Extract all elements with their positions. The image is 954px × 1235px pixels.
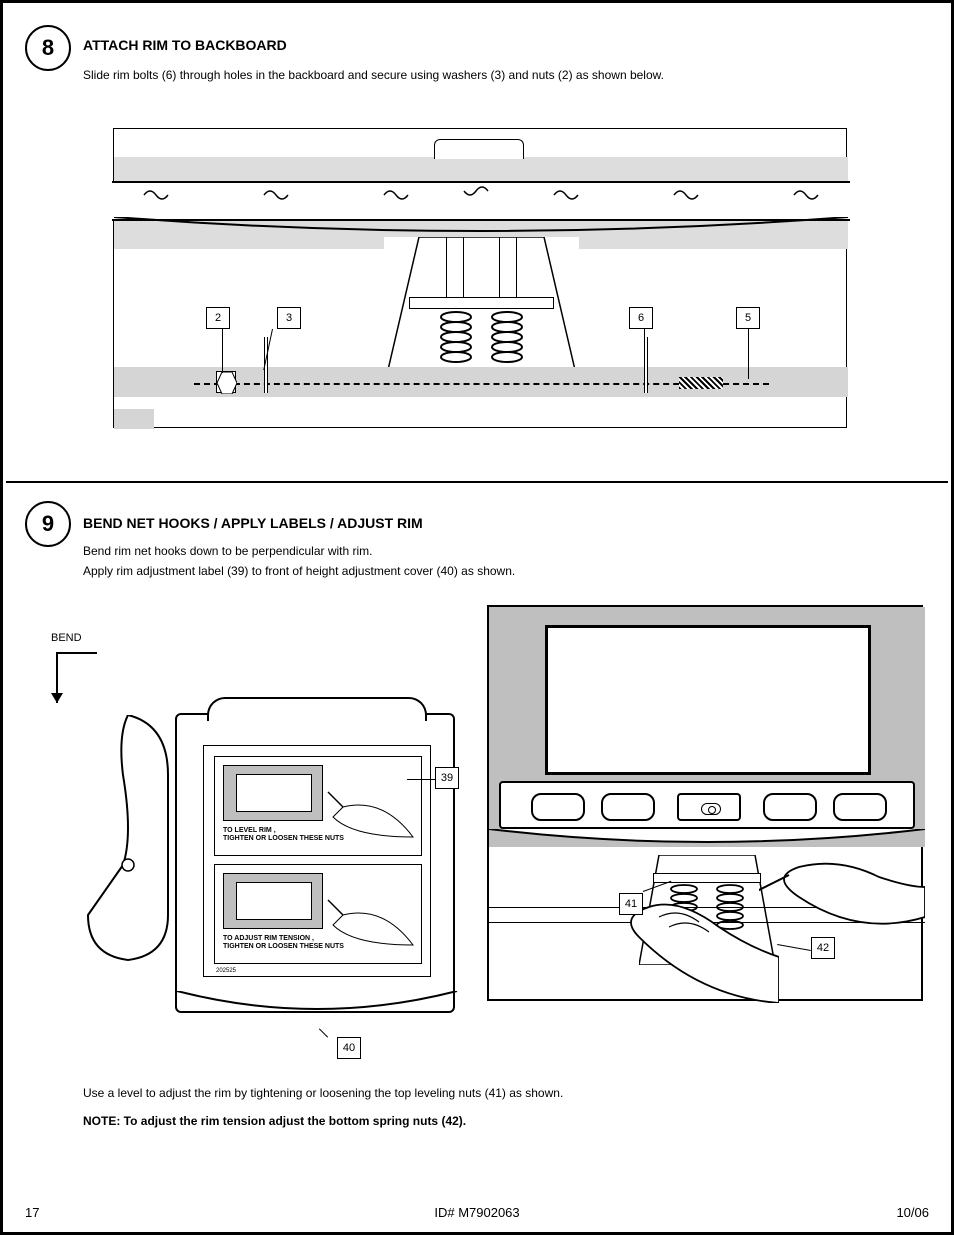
label-6-text: 6	[638, 312, 644, 324]
sticker-top-illus-bg	[223, 765, 323, 821]
sticker-bottom: TO ADJUST RIM TENSION , TIGHTEN OR LOOSE…	[214, 864, 422, 964]
level-hole-3	[763, 793, 817, 821]
right-hand-icon	[759, 857, 925, 947]
label-39: 39	[435, 767, 459, 789]
step-8-title: ATTACH RIM TO BACKBOARD	[83, 37, 287, 53]
leader-39	[407, 779, 435, 780]
level-tool	[499, 781, 915, 829]
bubble-vial	[701, 803, 721, 815]
step-9-text-c: Use a level to adjust the rim by tighten…	[83, 1085, 883, 1101]
bb-inner	[545, 625, 871, 775]
sticker-bot-illus-fg	[236, 882, 312, 920]
hook-illustration	[73, 715, 183, 965]
step-8-figure: 2 3 6 5	[113, 128, 847, 428]
step-9-circle: 9	[25, 501, 71, 547]
top-tab	[434, 139, 524, 159]
step-9-text-a: Bend rim net hooks down to be perpendicu…	[83, 543, 883, 559]
sticker-panel: TO LEVEL RIM , TIGHTEN OR LOOSEN THESE N…	[203, 745, 431, 977]
label-41: 41	[619, 893, 643, 915]
post-right	[499, 237, 517, 297]
step-8-number: 8	[42, 35, 54, 61]
left-hand-icon	[579, 897, 779, 1003]
thread-hatch	[679, 377, 723, 389]
cover-bottom-lip	[175, 991, 459, 1031]
leader-2	[222, 329, 223, 373]
label-41-text: 41	[625, 898, 637, 910]
sticker-top-illus-fg	[236, 774, 312, 812]
step-9-text-d: NOTE: To adjust the rim tension adjust t…	[83, 1113, 883, 1129]
spring-left	[439, 311, 473, 367]
step-9-text-b: Apply rim adjustment label (39) to front…	[83, 563, 883, 579]
cross-bar	[409, 297, 554, 309]
sticker-top: TO LEVEL RIM , TIGHTEN OR LOOSEN THESE N…	[214, 756, 422, 856]
step-8-text: Slide rim bolts (6) through holes in the…	[83, 67, 883, 83]
label-2: 2	[206, 307, 230, 329]
label-6: 6	[629, 307, 653, 329]
page-frame: 8 ATTACH RIM TO BACKBOARD Slide rim bolt…	[0, 0, 954, 1235]
step-9-right-figure: 41 42	[487, 605, 923, 1001]
grey-corner	[114, 409, 154, 429]
label-40: 40	[337, 1037, 361, 1059]
level-hole-4	[833, 793, 887, 821]
label-39-text: 39	[441, 772, 453, 784]
bend-label: BEND	[51, 631, 82, 646]
label-3: 3	[277, 307, 301, 329]
label-42: 42	[811, 937, 835, 959]
step-divider	[6, 481, 948, 483]
hex-nut	[216, 371, 236, 393]
adjustment-cover: TO LEVEL RIM , TIGHTEN OR LOOSEN THESE N…	[175, 713, 455, 1013]
cover-top-tab	[207, 697, 427, 721]
step-9-number: 9	[42, 511, 54, 537]
post-left	[446, 237, 464, 297]
leader-6	[644, 329, 645, 349]
step-8-circle: 8	[25, 25, 71, 71]
label-40-text: 40	[343, 1042, 355, 1054]
spring-right	[490, 311, 524, 367]
label-5: 5	[736, 307, 760, 329]
label-42-text: 42	[817, 942, 829, 954]
sticker-id: 202525	[216, 968, 236, 974]
sticker-bottom-text: TO ADJUST RIM TENSION , TIGHTEN OR LOOSE…	[223, 935, 344, 950]
label-5-text: 5	[745, 312, 751, 324]
sticker-bot-illus-bg	[223, 873, 323, 929]
leader-5	[748, 329, 749, 379]
level-center	[677, 793, 741, 821]
net-hooks-top	[134, 185, 834, 209]
sticker-top-text: TO LEVEL RIM , TIGHTEN OR LOOSEN THESE N…	[223, 827, 344, 842]
center-bracket	[384, 237, 579, 387]
label-3-text: 3	[286, 312, 292, 324]
level-hole-1	[531, 793, 585, 821]
bubble	[708, 806, 716, 814]
level-hole-2	[601, 793, 655, 821]
label-2-text: 2	[215, 312, 221, 324]
step-9-title: BEND NET HOOKS / APPLY LABELS / ADJUST R…	[83, 515, 423, 531]
doc-id: ID# M7902063	[3, 1205, 951, 1220]
